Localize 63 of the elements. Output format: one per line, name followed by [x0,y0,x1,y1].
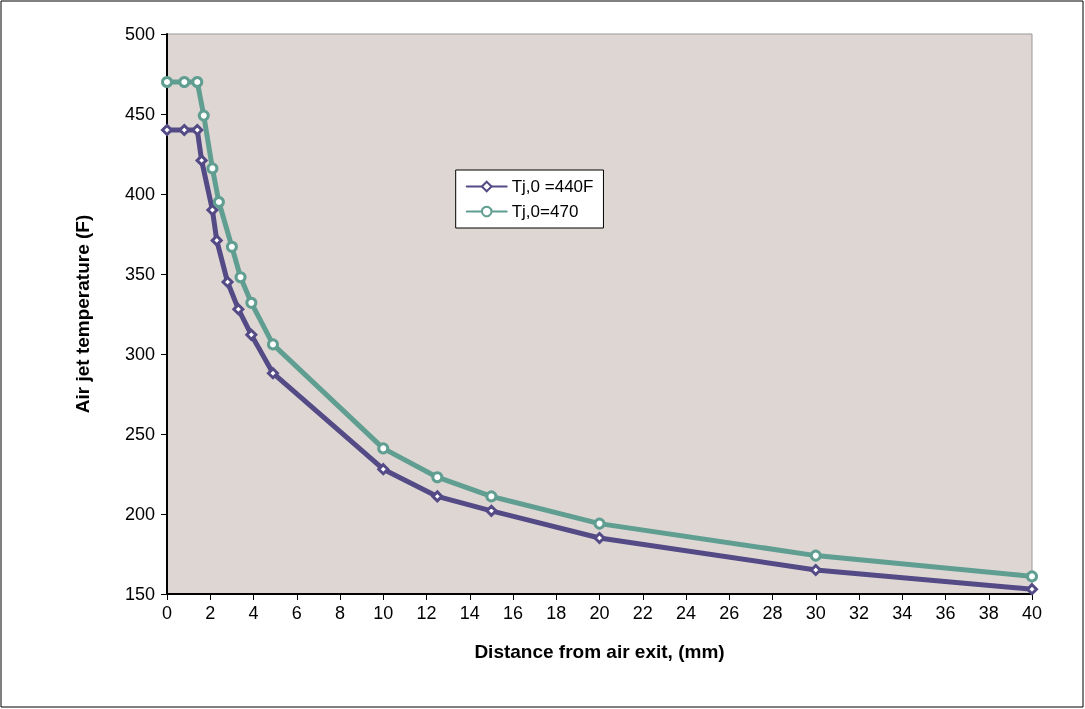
x-tick-label: 30 [805,603,826,623]
point [210,234,223,247]
point [225,240,238,253]
point [593,517,606,530]
y-tick-label: 300 [124,344,155,364]
point [266,338,279,351]
x-tick-label: 38 [978,603,999,623]
point [161,124,173,136]
y-tick-label: 250 [124,424,155,444]
point [809,549,822,562]
point [245,296,258,309]
point [377,442,390,455]
y-axis-title: Air jet temperature (F) [72,214,93,414]
point [178,76,191,88]
point [212,196,225,208]
x-tick-label: 24 [675,603,697,623]
x-tick-label: 32 [848,603,870,623]
point [266,367,279,380]
y-tick-label: 400 [124,184,155,204]
x-tick-label: 8 [334,603,346,623]
x-tick-label: 6 [291,603,302,623]
x-tick-label: 0 [161,603,173,623]
point [1026,583,1038,596]
y-tick-label: 450 [124,104,155,124]
point [431,490,444,503]
x-tick-label: 40 [1021,603,1043,623]
y-tick-label: 350 [124,264,155,284]
x-tick-label: 10 [373,603,394,623]
x-tick-label: 14 [459,603,480,623]
point [195,154,208,167]
point [245,328,258,341]
point [485,504,498,517]
x-tick-label: 18 [546,603,567,623]
point [221,276,234,288]
point [809,564,822,576]
x-tick-label: 12 [416,603,437,623]
y-tick-label: 200 [124,504,155,524]
point [234,271,247,284]
x-axis-title: Distance from air exit, (mm) [474,641,725,662]
x-tick-label: 26 [719,603,740,623]
point [191,76,204,88]
y-tick-label: 150 [124,584,155,604]
point [197,109,210,122]
point [206,162,219,175]
x-tick-label: 22 [632,603,653,623]
x-tick-label: 2 [205,603,216,623]
x-tick-label: 34 [892,603,913,623]
point [431,471,444,484]
y-tick-label: 500 [124,24,155,44]
point [206,204,219,216]
point [161,76,173,88]
point [593,532,606,544]
x-tick-label: 16 [502,603,524,623]
point [377,463,390,476]
legend-label: Tj,0=470 [511,202,579,221]
x-tick-label: 36 [935,603,956,623]
x-tick-label: 20 [589,603,610,623]
x-tick-label: 4 [248,603,259,623]
point [485,490,498,503]
x-tick-label: 28 [762,603,783,623]
legend-label: Tj,0 =440F [511,177,594,196]
point [232,303,245,316]
point [1026,570,1038,583]
